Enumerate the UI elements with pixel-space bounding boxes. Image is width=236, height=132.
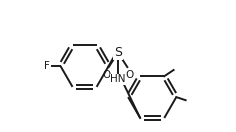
Text: O: O	[102, 70, 110, 80]
Text: HN: HN	[110, 74, 126, 84]
Text: F: F	[45, 61, 50, 71]
Text: S: S	[114, 46, 122, 59]
Text: O: O	[126, 70, 134, 80]
